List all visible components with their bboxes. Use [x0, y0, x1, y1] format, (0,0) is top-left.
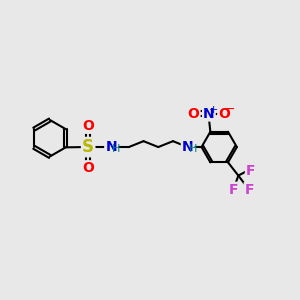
Text: H: H [112, 144, 120, 154]
Text: N: N [105, 140, 117, 154]
Text: F: F [245, 183, 254, 197]
Text: O: O [82, 119, 94, 133]
Text: N: N [203, 106, 215, 121]
Text: N: N [182, 140, 194, 154]
Text: O: O [188, 106, 200, 121]
Text: F: F [246, 164, 256, 178]
Text: O: O [218, 106, 230, 121]
Text: F: F [228, 183, 238, 197]
Text: +: + [209, 105, 218, 115]
Text: S: S [82, 138, 94, 156]
Text: O: O [82, 161, 94, 175]
Text: −: − [225, 103, 235, 116]
Text: H: H [188, 144, 197, 154]
